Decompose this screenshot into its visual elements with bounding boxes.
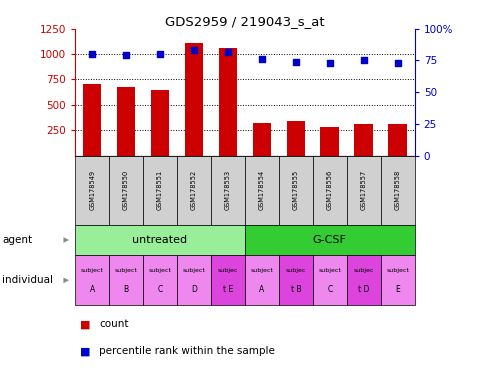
Bar bbox=[151, 89, 169, 156]
Text: subject: subject bbox=[182, 268, 205, 273]
Text: GSM178549: GSM178549 bbox=[89, 170, 95, 210]
Text: subject: subject bbox=[114, 268, 137, 273]
Point bbox=[359, 57, 367, 63]
Point bbox=[122, 52, 130, 58]
Bar bbox=[320, 127, 338, 156]
Bar bbox=[354, 124, 372, 156]
Text: subjec: subjec bbox=[285, 268, 305, 273]
Title: GDS2959 / 219043_s_at: GDS2959 / 219043_s_at bbox=[165, 15, 324, 28]
Point bbox=[224, 48, 231, 55]
Bar bbox=[286, 121, 304, 156]
Text: subject: subject bbox=[318, 268, 341, 273]
Point bbox=[393, 60, 401, 66]
Point bbox=[291, 59, 299, 65]
Text: GSM178558: GSM178558 bbox=[394, 170, 400, 210]
Text: individual: individual bbox=[2, 275, 53, 285]
Text: E: E bbox=[394, 285, 399, 295]
Bar bbox=[218, 48, 237, 156]
Text: untreated: untreated bbox=[132, 235, 187, 245]
Point bbox=[325, 60, 333, 66]
Text: subjec: subjec bbox=[353, 268, 373, 273]
Text: GSM178555: GSM178555 bbox=[292, 170, 298, 210]
Text: C: C bbox=[327, 285, 332, 295]
Bar bbox=[117, 86, 135, 156]
Text: GSM178551: GSM178551 bbox=[157, 170, 163, 210]
Text: count: count bbox=[99, 319, 129, 329]
Bar bbox=[388, 124, 406, 156]
Text: A: A bbox=[259, 285, 264, 295]
Bar bbox=[184, 43, 203, 156]
Text: GSM178557: GSM178557 bbox=[360, 170, 366, 210]
Point bbox=[156, 51, 164, 57]
Point bbox=[257, 56, 265, 62]
Point bbox=[88, 51, 96, 57]
Text: subject: subject bbox=[385, 268, 408, 273]
Text: subject: subject bbox=[148, 268, 171, 273]
Text: B: B bbox=[123, 285, 128, 295]
Text: D: D bbox=[191, 285, 197, 295]
Text: subject: subject bbox=[250, 268, 273, 273]
Bar bbox=[83, 84, 101, 156]
Text: t E: t E bbox=[222, 285, 233, 295]
Text: percentile rank within the sample: percentile rank within the sample bbox=[99, 346, 275, 356]
Text: ■: ■ bbox=[80, 346, 91, 356]
Text: subjec: subjec bbox=[217, 268, 238, 273]
Text: GSM178552: GSM178552 bbox=[191, 170, 197, 210]
Text: A: A bbox=[90, 285, 94, 295]
Point bbox=[190, 47, 197, 53]
Text: t D: t D bbox=[357, 285, 369, 295]
Bar bbox=[252, 123, 271, 156]
Text: agent: agent bbox=[2, 235, 32, 245]
Text: subject: subject bbox=[80, 268, 104, 273]
Text: ■: ■ bbox=[80, 319, 91, 329]
Text: t B: t B bbox=[290, 285, 301, 295]
Text: C: C bbox=[157, 285, 162, 295]
Text: GSM178556: GSM178556 bbox=[326, 170, 332, 210]
Text: G-CSF: G-CSF bbox=[312, 235, 346, 245]
Text: GSM178553: GSM178553 bbox=[225, 170, 230, 210]
Text: GSM178554: GSM178554 bbox=[258, 170, 264, 210]
Text: GSM178550: GSM178550 bbox=[123, 170, 129, 210]
